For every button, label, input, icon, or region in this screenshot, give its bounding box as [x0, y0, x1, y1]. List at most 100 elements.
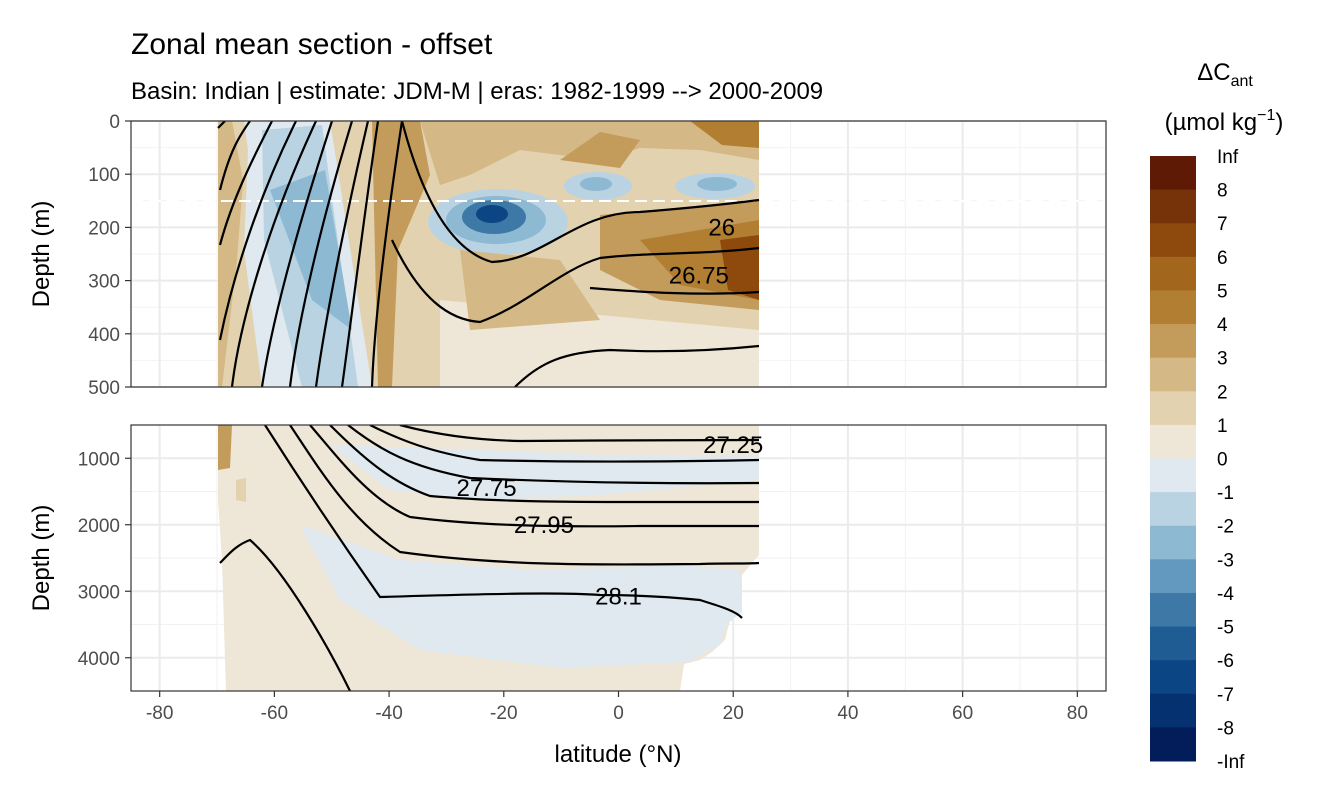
legend-label: -Inf — [1217, 752, 1245, 773]
legend-units: (µmol kg−1) — [1165, 107, 1284, 136]
lower-panel-field — [218, 425, 760, 691]
isopycnal-labels: 26 26.75 27.25 27.75 27.95 28.1 — [457, 214, 764, 610]
isopycnal-label: 27.25 — [703, 432, 763, 459]
lower-panel: 1000 2000 3000 4000 — [78, 424, 1107, 692]
legend-label: 1 — [1217, 416, 1228, 437]
legend-units-pre: (µmol kg — [1165, 109, 1258, 136]
isopycnal-line — [230, 121, 317, 387]
legend-units-post: ) — [1275, 109, 1283, 136]
lower-field-negative-intermediate — [330, 445, 759, 500]
y-axis-title-lower: Depth (m) — [28, 505, 55, 612]
upper-field-negative-patch-b-core — [697, 177, 737, 191]
y-tick-label: 200 — [88, 218, 120, 239]
legend-swatch — [1150, 693, 1196, 728]
isopycnal-27-75 — [347, 425, 760, 485]
legend-swatch — [1150, 458, 1196, 493]
isopycnal-line — [391, 239, 760, 324]
legend-swatch — [1150, 357, 1196, 392]
isopycnal-28-1 — [264, 425, 743, 619]
lower-panel-y-axis: 1000 2000 3000 4000 — [78, 449, 131, 670]
x-tick-label: 80 — [1067, 703, 1088, 724]
legend-label: Inf — [1217, 147, 1239, 168]
isopycnal-line — [218, 121, 251, 191]
legend-label: -3 — [1217, 550, 1234, 571]
isopycnal-line — [289, 425, 760, 566]
x-tick-label: -40 — [375, 703, 402, 724]
upper-panel: 0 100 200 300 400 500 — [88, 112, 1107, 399]
isopycnal-label: 27.75 — [457, 475, 517, 502]
legend-label: -8 — [1217, 718, 1234, 739]
legend-swatch — [1150, 492, 1196, 527]
legend-swatch — [1150, 256, 1196, 291]
lower-isopycnal-lines — [219, 425, 760, 691]
upper-field-positive-surface-patch-east — [690, 121, 759, 148]
legend-swatch — [1150, 189, 1196, 224]
upper-panel-border — [130, 120, 1107, 388]
y-tick-label: 300 — [88, 272, 120, 293]
x-axis-title: latitude (°N) — [555, 741, 682, 768]
legend-swatch — [1150, 727, 1196, 762]
upper-field-positive-midlayer — [460, 250, 600, 330]
y-tick-label: 1000 — [78, 449, 120, 470]
legend-swatch — [1150, 324, 1196, 359]
isopycnal-line — [217, 121, 226, 129]
legend-label: 4 — [1217, 315, 1228, 336]
legend-label: 0 — [1217, 450, 1228, 471]
x-tick-label: 40 — [837, 703, 858, 724]
isopycnal-26-75 — [589, 286, 760, 295]
isopycnal-line — [219, 538, 351, 691]
isopycnal-27-95 — [309, 425, 759, 528]
x-tick-label: -20 — [490, 703, 517, 724]
isopycnal-line — [514, 344, 760, 387]
legend-label: -2 — [1217, 517, 1234, 538]
x-tick-label: -60 — [261, 703, 288, 724]
x-tick-label: 20 — [723, 703, 744, 724]
legend-swatch — [1150, 223, 1196, 258]
legend: ΔCant (µmol kg−1) Inf 8 7 6 5 4 3 2 1 0 -1 -2 -3 -4 -5… — [1150, 59, 1283, 773]
y-tick-label: 2000 — [78, 516, 120, 537]
isopycnal-27-25 — [399, 425, 760, 443]
isopycnal-label: 26 — [708, 214, 735, 241]
upper-field-positive-surface-patch — [560, 132, 640, 168]
isopycnal-line — [260, 121, 334, 387]
upper-panel-field — [131, 121, 1106, 387]
y-tick-label: 4000 — [78, 649, 120, 670]
legend-swatch — [1150, 290, 1196, 325]
legend-label: -6 — [1217, 651, 1234, 672]
legend-swatch — [1150, 156, 1196, 191]
isopycnal-label: 27.95 — [514, 512, 574, 539]
legend-label: 5 — [1217, 281, 1228, 302]
legend-swatch — [1150, 660, 1196, 695]
x-tick-label: 0 — [613, 703, 624, 724]
legend-swatch — [1150, 391, 1196, 426]
legend-title: ΔCant — [1197, 59, 1253, 90]
chart-title: Zonal mean section - offset — [131, 28, 493, 61]
isopycnal-line — [218, 121, 273, 246]
legend-units-exp: −1 — [1257, 107, 1275, 124]
y-tick-label: 100 — [88, 165, 120, 186]
legend-swatch — [1150, 525, 1196, 560]
lower-field-positive-patch — [236, 478, 246, 502]
isopycnal-line — [314, 121, 370, 387]
y-tick-label: 0 — [109, 112, 120, 133]
x-axis: -80 -60 -40 -20 0 20 40 60 80 — [146, 691, 1088, 724]
isopycnal-line — [329, 425, 759, 504]
upper-field-positive-front — [372, 121, 430, 387]
upper-field-negative-lens-core — [476, 205, 508, 223]
legend-swatch — [1150, 424, 1196, 459]
legend-swatch — [1150, 592, 1196, 628]
upper-field-negative-patch-a-core — [580, 177, 612, 191]
isopycnal-label: 26.75 — [669, 262, 729, 289]
legend-swatch — [1150, 626, 1196, 661]
legend-label: 3 — [1217, 349, 1228, 370]
x-tick-label: -80 — [146, 703, 173, 724]
y-tick-label: 400 — [88, 325, 120, 346]
x-tick-label: 60 — [952, 703, 973, 724]
legend-label: 6 — [1217, 248, 1228, 269]
isopycnal-line — [340, 121, 380, 387]
legend-title-sub: ant — [1231, 73, 1254, 90]
upper-isopycnal-lines — [217, 121, 760, 387]
isopycnal-line — [288, 121, 354, 387]
legend-label: -4 — [1217, 584, 1234, 605]
isopycnal-line — [369, 425, 760, 463]
